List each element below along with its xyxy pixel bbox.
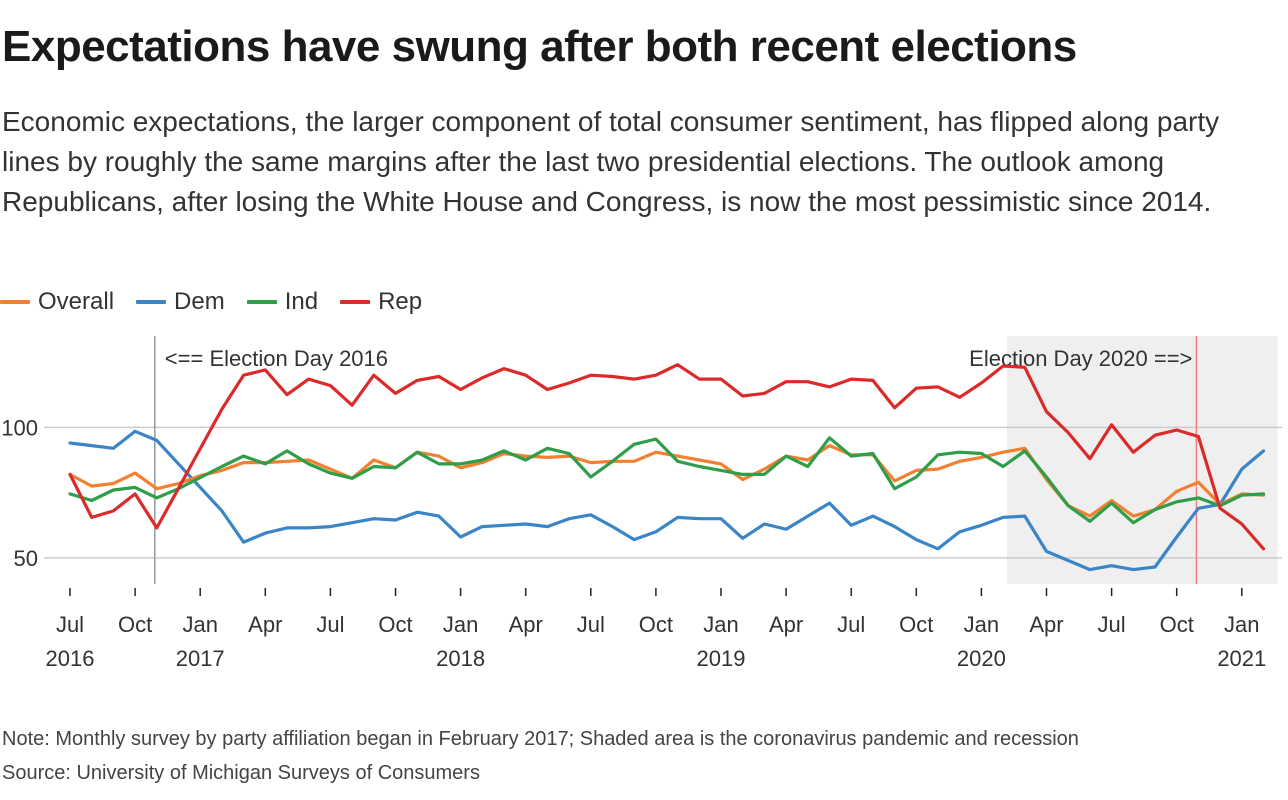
- legend-item-ind: Ind: [246, 288, 319, 316]
- annotation-election-2016: <== Election Day 2016: [165, 346, 388, 371]
- x-tick-label-month: Oct: [1160, 612, 1194, 637]
- x-tick-label-month: Apr: [769, 612, 803, 637]
- x-tick-label-month: Jan: [964, 612, 999, 637]
- legend-swatch-rep: [340, 300, 371, 304]
- chart-title: Expectations have swung after both recen…: [2, 22, 1077, 71]
- legend-item-overall: Overall: [0, 288, 114, 316]
- x-tick-label-month: Oct: [639, 612, 673, 637]
- legend-label-dem: Dem: [174, 288, 225, 315]
- x-tick-label-month: Jan: [703, 612, 738, 637]
- x-tick-label-month: Apr: [248, 612, 282, 637]
- x-tick-label-month: Jul: [316, 612, 344, 637]
- x-tick-label-month: Oct: [378, 612, 412, 637]
- x-tick-label-year: 2016: [46, 646, 95, 671]
- x-tick-label-month: Oct: [899, 612, 933, 637]
- x-tick-label-month: Jan: [1224, 612, 1259, 637]
- x-tick-label-month: Apr: [509, 612, 543, 637]
- x-tick-label-month: Apr: [1029, 612, 1063, 637]
- x-tick-label-month: Jul: [1098, 612, 1126, 637]
- x-tick-label-month: Jul: [837, 612, 865, 637]
- legend-label-overall: Overall: [38, 288, 115, 315]
- legend: Overall Dem Ind Rep: [0, 284, 444, 320]
- shaded-pandemic-region: [1007, 336, 1278, 584]
- chart-source: Source: University of Michigan Surveys o…: [2, 762, 480, 784]
- x-tick-label-year: 2017: [176, 646, 225, 671]
- chart-subtitle: Economic expectations, the larger compon…: [2, 106, 1220, 217]
- legend-item-rep: Rep: [340, 288, 422, 316]
- x-tick-label-year: 2018: [436, 646, 485, 671]
- chart-note: Note: Monthly survey by party affiliatio…: [2, 728, 1079, 750]
- legend-swatch-ind: [246, 300, 277, 304]
- series-line-ind: [68, 436, 1266, 525]
- x-tick-label-year: 2020: [957, 646, 1006, 671]
- x-tick-label-month: Jul: [577, 612, 605, 637]
- legend-label-rep: Rep: [378, 288, 423, 315]
- legend-swatch-overall: [0, 300, 30, 304]
- legend-item-dem: Dem: [136, 288, 225, 316]
- x-tick-label-month: Oct: [118, 612, 152, 637]
- x-tick-label-month: Jan: [443, 612, 478, 637]
- x-tick-label-year: 2021: [1217, 646, 1266, 671]
- y-tick-label: 100: [1, 415, 38, 440]
- x-tick-label-month: Jan: [182, 612, 217, 637]
- series-line-rep: [68, 363, 1266, 551]
- y-tick-label: 50: [14, 546, 38, 571]
- legend-swatch-dem: [136, 300, 167, 304]
- legend-label-ind: Ind: [284, 288, 319, 315]
- x-tick-label-month: Jul: [56, 612, 84, 637]
- series-line-dem: [68, 429, 1266, 572]
- x-tick-label-year: 2019: [697, 646, 746, 671]
